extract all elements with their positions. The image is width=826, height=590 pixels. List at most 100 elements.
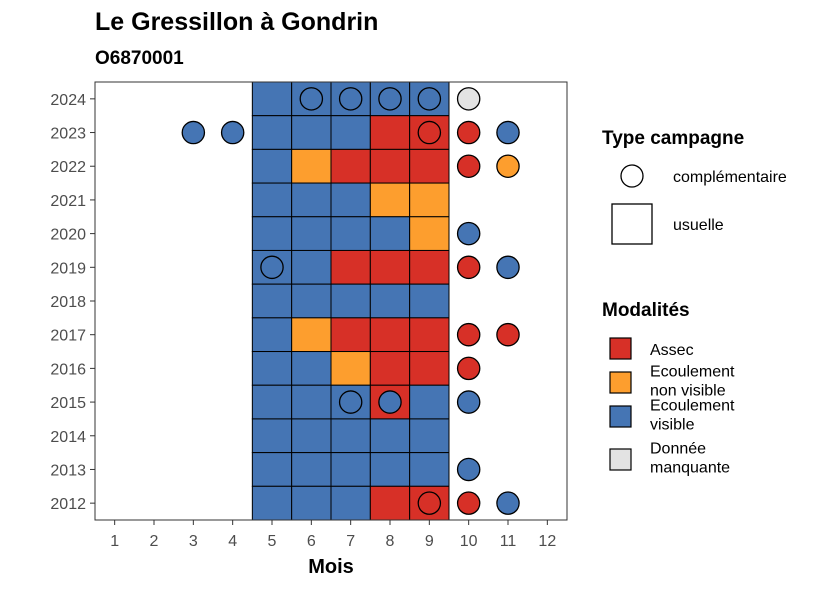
legend-type-campagne: Type campagne complémentaire usuelle — [602, 128, 787, 245]
tile-2016-8 — [369, 351, 411, 386]
y-tick-label: 2020 — [50, 227, 86, 244]
legend-modalite-label: Donnée — [650, 441, 706, 458]
y-tick-label: 2024 — [50, 92, 86, 109]
tile-2012-7 — [330, 485, 371, 521]
legend-square-swatch — [611, 203, 653, 245]
point-2015-7 — [338, 390, 363, 414]
tile-2016-9 — [409, 351, 450, 386]
tile-2021-9 — [409, 182, 450, 218]
tile-2016-7 — [330, 351, 371, 386]
point-2024-9 — [417, 87, 442, 111]
point-2019-10 — [456, 255, 481, 280]
x-tick-label: 1 — [110, 533, 119, 550]
tile-2017-7 — [330, 317, 371, 353]
x-tick-label: 8 — [386, 533, 395, 550]
tile-2019-7 — [330, 249, 371, 285]
x-tick-label: 3 — [189, 533, 198, 550]
tile-2021-5 — [251, 182, 293, 218]
point-2024-7 — [338, 87, 363, 111]
legend-modalite-label: non visible — [650, 383, 726, 400]
tile-2020-8 — [369, 216, 411, 251]
tile-2020-9 — [409, 216, 450, 251]
point-2012-9 — [417, 491, 442, 515]
tile-2014-8 — [369, 418, 411, 454]
tile-2012-5 — [251, 485, 293, 521]
tile-2023-6 — [291, 115, 332, 150]
point-2023-3 — [181, 120, 206, 145]
tile-2018-8 — [369, 283, 411, 319]
point-2020-10 — [456, 221, 481, 246]
legend-modalite-label: manquante — [650, 460, 730, 477]
tile-2014-7 — [330, 418, 371, 454]
y-tick-label: 2023 — [50, 126, 86, 143]
tile-2021-8 — [369, 182, 411, 218]
tile-2023-8 — [369, 115, 411, 150]
x-tick-label: 2 — [150, 533, 159, 550]
chart-subtitle: O6870001 — [95, 48, 184, 69]
y-tick-label: 2012 — [50, 496, 86, 513]
tile-2019-8 — [369, 249, 411, 285]
point-2022-10 — [456, 154, 481, 178]
legend-modalite-label: Ecoulement — [650, 364, 735, 381]
legend-modalite-label: Assec — [650, 342, 694, 359]
tile-2018-7 — [330, 283, 371, 319]
tile-2019-6 — [291, 249, 332, 285]
point-2019-11 — [496, 255, 520, 280]
legend-modalite-label: Ecoulement — [650, 398, 735, 415]
y-tick-label: 2013 — [50, 462, 86, 479]
point-2024-10 — [456, 87, 481, 111]
tile-2023-5 — [251, 115, 293, 150]
tile-2013-8 — [369, 452, 411, 487]
legend-type-label: usuelle — [673, 217, 724, 234]
y-tick-label: 2017 — [50, 328, 86, 345]
y-tick-label: 2022 — [50, 159, 86, 176]
legend-swatch-1 — [609, 371, 632, 394]
x-tick-label: 5 — [268, 533, 277, 550]
tile-2024-5 — [251, 81, 293, 117]
y-tick-label: 2019 — [50, 260, 86, 277]
tile-2018-6 — [291, 283, 332, 319]
point-2023-4 — [220, 120, 245, 145]
y-tick-label: 2021 — [50, 193, 86, 210]
point-2023-9 — [417, 120, 442, 145]
x-axis-ticks: 1 2 3 4 5 6 7 8 9 10 11 12 — [110, 520, 556, 550]
tile-2020-5 — [251, 216, 293, 251]
tile-2020-7 — [330, 216, 371, 251]
point-2015-10 — [456, 390, 481, 414]
y-tick-label: 2014 — [50, 429, 86, 446]
tile-2017-6 — [291, 317, 332, 353]
point-2017-10 — [456, 322, 481, 347]
point-2015-8 — [378, 390, 402, 414]
x-axis-title: Mois — [308, 556, 354, 578]
legend-type-title: Type campagne — [602, 128, 744, 149]
tile-2012-8 — [369, 485, 411, 521]
tile-2022-5 — [251, 148, 293, 184]
legend-swatch-2 — [609, 405, 632, 428]
tile-2023-7 — [330, 115, 371, 150]
x-tick-label: 12 — [538, 533, 556, 550]
tile-2014-5 — [251, 418, 293, 454]
legend-modalites-title: Modalités — [602, 300, 690, 321]
tile-2013-6 — [291, 452, 332, 487]
point-2016-10 — [456, 356, 481, 381]
tile-2017-8 — [369, 317, 411, 353]
point-2017-11 — [496, 322, 520, 347]
tile-2020-6 — [291, 216, 332, 251]
point-2023-10 — [456, 120, 481, 145]
point-2023-11 — [496, 120, 520, 145]
legend-type-label: complémentaire — [673, 169, 787, 186]
tile-2022-9 — [409, 148, 450, 184]
tile-2013-9 — [409, 452, 450, 487]
y-tick-label: 2016 — [50, 361, 86, 378]
legend-swatch-0 — [609, 337, 632, 360]
point-2012-10 — [456, 491, 481, 515]
x-tick-label: 6 — [307, 533, 316, 550]
plot-area — [94, 81, 568, 521]
x-tick-label: 10 — [460, 533, 478, 550]
tile-2015-5 — [251, 384, 293, 420]
x-tick-label: 7 — [346, 533, 355, 550]
y-tick-label: 2018 — [50, 294, 86, 311]
tile-2018-5 — [251, 283, 293, 319]
